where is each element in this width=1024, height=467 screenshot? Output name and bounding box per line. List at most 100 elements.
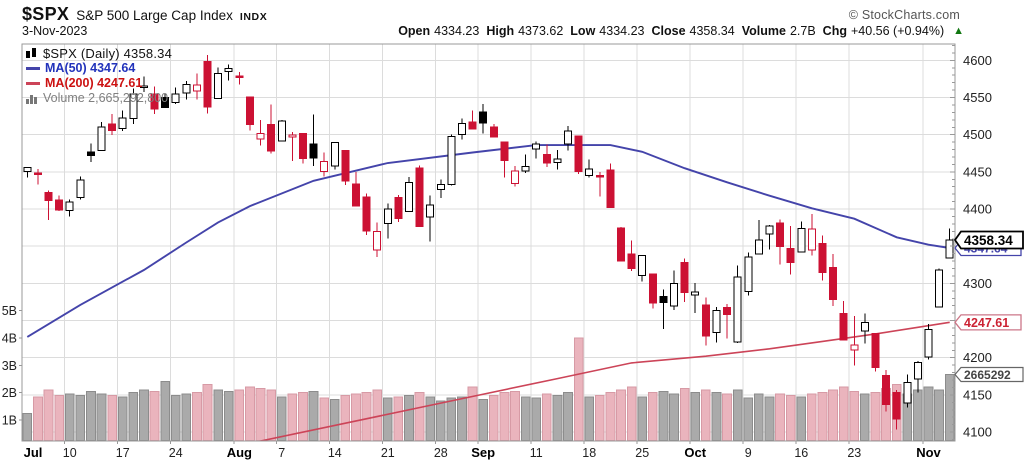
candle-body [298,133,307,160]
candle [733,265,742,344]
candle-body [479,111,488,124]
price-axis-label: 4600 [963,53,992,68]
candle-body [214,73,223,100]
candle [426,195,435,242]
candle-body [86,151,95,156]
candle-body [829,267,838,301]
candle [754,219,763,255]
price-axis-label: 4300 [963,276,992,291]
last-price-callout [953,230,1024,250]
volume-bar [754,393,764,442]
volume-bar [510,390,520,441]
candle-body [457,123,466,135]
candle-body [139,85,148,88]
candle-body [447,135,456,186]
volume-bar [860,393,870,442]
candle-body [754,239,763,255]
volume-bar [658,390,669,441]
candle-body [23,167,32,173]
volume-bar [446,397,457,441]
date-axis-label: 23 [847,446,861,460]
candle [776,219,785,265]
candle [457,118,466,140]
volume-bar [785,394,796,442]
candle [341,149,350,186]
volume-bar [329,399,340,441]
candle [245,96,254,131]
quote-high: High 4373.62 [486,24,564,38]
volume-bar [192,392,202,442]
candle [203,55,212,114]
volume-callout-text: 2665292 [964,368,1011,382]
candle [171,87,180,105]
candle-body [192,84,201,92]
candle-body [701,304,710,337]
volume-bar [181,393,192,442]
candle [659,289,668,330]
candle-body [850,344,859,351]
volume-bar [382,397,393,441]
volume-bar [807,393,817,442]
candle-body [733,276,742,343]
volume-bar [414,392,425,442]
candle [553,150,562,170]
candle [214,67,223,100]
candle [606,163,615,209]
candle-body [33,172,42,176]
title-bar: $SPX S&P 500 Large Cap Index INDX [22,4,267,24]
volume-bar [351,393,361,442]
candle [892,389,901,430]
price-axis-label: 4200 [963,350,992,365]
candle [542,144,551,167]
candle [807,213,816,256]
volume-bar [838,386,849,441]
volume-bar [54,394,64,442]
candle [564,125,573,151]
candle-body [585,168,594,176]
date-axis-label: Nov [916,445,941,460]
candle [511,166,520,187]
candle [744,252,753,296]
candle [712,306,721,343]
candle-body [744,256,753,293]
date-axis-label: 24 [169,446,183,460]
volume-bar [531,397,542,441]
candle-body [818,242,827,274]
price-axis-label: 4500 [963,127,992,142]
candle [479,104,488,134]
candle [617,227,626,262]
candle-body [807,228,816,251]
candle [924,323,933,360]
candlestick-icon [26,48,38,59]
volume-axis-label: 3B [2,359,17,373]
candle [362,193,371,236]
volume-bar [732,389,743,441]
candle-body [945,239,954,259]
quote-change: Chg +40.56 (+0.94%) [822,24,945,38]
volume-axis-label: 4B [2,331,17,345]
volume-bar [700,389,711,441]
volume-callout [954,366,1024,383]
candle-body [553,158,562,163]
volume-bar [722,393,732,442]
candle-body [765,225,774,235]
ma200-callout [954,314,1022,331]
candle-body [55,199,64,211]
candle [373,222,382,258]
chart-legend: $SPX (Daily) 4358.34 MA(50) 4347.64 MA(2… [26,46,172,106]
candle [309,114,318,166]
change-up-icon: ▲ [953,24,964,37]
volume-bar [923,386,934,441]
legend-ma50-label: MA(50) 4347.64 [45,61,136,75]
candle [182,80,191,100]
volume-bar [913,389,923,441]
volume-bar [870,392,881,442]
date-axis-label: 9 [745,446,752,460]
candle [108,114,117,136]
volume-axis-label: 1B [2,414,17,428]
legend-symbol-row: $SPX (Daily) 4358.34 [26,46,172,61]
candle-body [468,121,477,130]
